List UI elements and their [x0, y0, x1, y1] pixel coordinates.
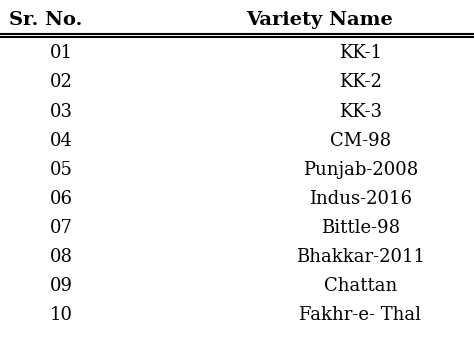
Text: 03: 03 — [50, 103, 73, 121]
Text: CM-98: CM-98 — [330, 132, 391, 150]
Text: Indus-2016: Indus-2016 — [309, 190, 412, 208]
Text: Variety Name: Variety Name — [246, 11, 393, 29]
Text: 02: 02 — [50, 73, 73, 92]
Text: Fakhr-e- Thal: Fakhr-e- Thal — [299, 306, 421, 324]
Text: 09: 09 — [50, 277, 73, 295]
Text: 07: 07 — [50, 219, 73, 237]
Text: 04: 04 — [50, 132, 73, 150]
Text: 01: 01 — [50, 44, 73, 62]
Text: KK-2: KK-2 — [339, 73, 382, 92]
Text: 05: 05 — [50, 161, 73, 179]
Text: Bittle-98: Bittle-98 — [321, 219, 400, 237]
Text: 10: 10 — [50, 306, 73, 324]
Text: 06: 06 — [50, 190, 73, 208]
Text: Punjab-2008: Punjab-2008 — [302, 161, 418, 179]
Text: Sr. No.: Sr. No. — [9, 11, 83, 29]
Text: KK-1: KK-1 — [339, 44, 382, 62]
Text: 08: 08 — [50, 248, 73, 266]
Text: Chattan: Chattan — [324, 277, 397, 295]
Text: Bhakkar-2011: Bhakkar-2011 — [296, 248, 425, 266]
Text: KK-3: KK-3 — [339, 103, 382, 121]
